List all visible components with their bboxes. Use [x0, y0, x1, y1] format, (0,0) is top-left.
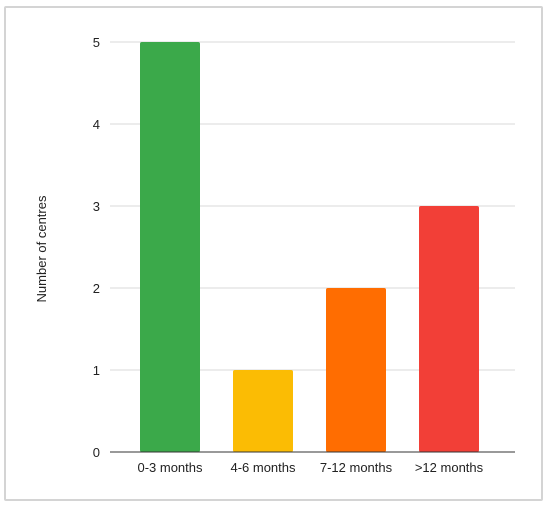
y-tick-label: 1	[93, 363, 100, 378]
bar-1	[233, 370, 293, 452]
x-tick-labels: 0-3 months 4-6 months 7-12 months >12 month…	[137, 460, 483, 475]
x-tick-label: >12 months	[415, 460, 484, 475]
y-axis-title: Number of centres	[34, 195, 49, 302]
bars	[140, 42, 479, 452]
bar-2	[326, 288, 386, 452]
y-tick-label: 3	[93, 199, 100, 214]
x-tick-label: 7-12 months	[320, 460, 393, 475]
x-tick-label: 0-3 months	[137, 460, 203, 475]
y-tick-label: 4	[93, 117, 100, 132]
y-tick-labels: 0 1 2 3 4 5	[93, 35, 100, 460]
y-tick-label: 0	[93, 445, 100, 460]
bar-3	[419, 206, 479, 452]
y-tick-label: 5	[93, 35, 100, 50]
y-tick-label: 2	[93, 281, 100, 296]
x-tick-label: 4-6 months	[230, 460, 296, 475]
bar-0	[140, 42, 200, 452]
